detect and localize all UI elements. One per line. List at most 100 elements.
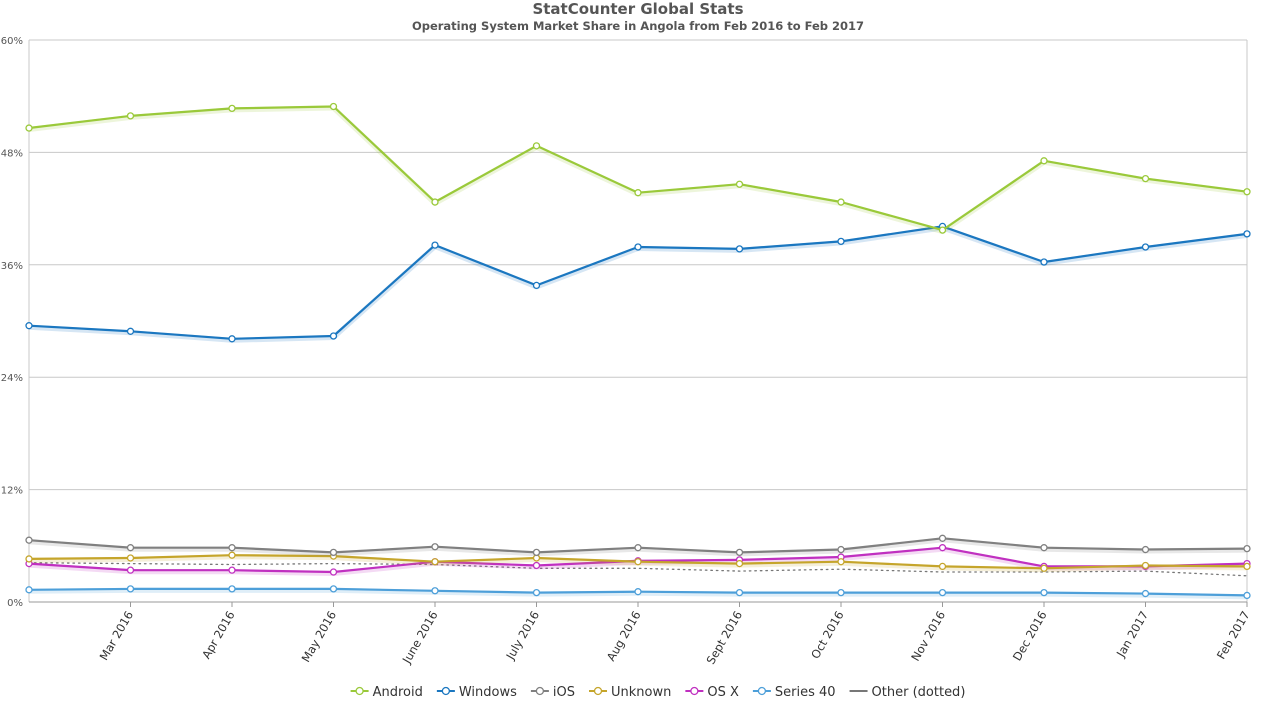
data-point-series-40	[938, 588, 947, 597]
legend-symbol-marker	[757, 686, 767, 696]
legend-label: iOS	[553, 685, 575, 700]
data-point-android	[1243, 188, 1251, 196]
legend-item-windows: Windows	[436, 685, 517, 700]
data-point-android	[126, 112, 135, 120]
data-point-windows	[228, 335, 236, 343]
data-point-windows	[634, 243, 642, 251]
x-tick-label: June 2016	[399, 609, 441, 667]
data-point-ios	[25, 536, 33, 544]
y-tick-label: 24%	[1, 373, 23, 384]
y-axis-ticks: 0% 12% 24% 36% 48% 60%	[1, 36, 23, 609]
legend-item-os-x: OS X	[685, 685, 739, 700]
data-point-windows	[431, 241, 439, 249]
data-point-windows	[532, 281, 541, 290]
data-point-android	[329, 102, 338, 111]
data-point-android	[228, 104, 236, 113]
y-tick-label: 48%	[1, 148, 23, 159]
series-ios	[25, 534, 1251, 557]
data-point-android	[1040, 157, 1048, 165]
data-point-unknown	[634, 558, 642, 566]
x-tick-label: July 2016	[503, 609, 542, 663]
x-tick-label: Feb 2017	[1214, 609, 1253, 662]
x-tick-label: Jan 2017	[1113, 609, 1151, 661]
x-axis-ticks: Mar 2016 Apr 2016 May 2016 June 2016 July 20…	[97, 602, 1253, 667]
data-point-os-x	[938, 544, 947, 552]
y-tick-label: 60%	[1, 36, 23, 47]
data-point-unknown	[938, 562, 947, 571]
series-line-windows	[28, 225, 1248, 340]
data-point-windows	[25, 322, 33, 330]
data-point-windows	[735, 245, 744, 253]
data-point-unknown	[1141, 561, 1150, 570]
data-point-ios	[532, 548, 541, 557]
data-point-os-x	[532, 561, 541, 570]
data-point-series-40	[532, 588, 541, 597]
series-line-other-dotted	[28, 562, 1248, 577]
series-layer	[25, 102, 1251, 600]
data-point-ios	[1141, 545, 1150, 554]
data-point-os-x	[228, 566, 236, 574]
data-point-series-40	[1141, 589, 1150, 598]
series-shadow-android	[28, 105, 1248, 235]
data-point-android	[634, 189, 642, 197]
data-point-ios	[938, 534, 947, 542]
legend-label: Series 40	[775, 685, 836, 700]
chart-title: StatCounter Global Stats	[532, 0, 743, 18]
x-tick-label: Sept 2016	[703, 609, 745, 667]
data-point-series-40	[1040, 588, 1048, 597]
legend-item-ios: iOS	[530, 685, 575, 700]
series-windows	[25, 222, 1251, 343]
x-tick-label: Oct 2016	[808, 609, 847, 662]
x-tick-label: Mar 2016	[97, 609, 136, 663]
legend-symbol-marker	[441, 686, 451, 696]
data-point-os-x	[329, 568, 338, 576]
data-point-ios	[634, 544, 642, 552]
legend-symbol-marker	[593, 686, 603, 696]
data-point-android	[735, 180, 744, 188]
y-tick-label: 0%	[7, 598, 23, 609]
series-other-dotted	[28, 562, 1248, 577]
data-point-unknown	[126, 554, 135, 562]
data-point-android	[25, 124, 33, 132]
series-android	[25, 102, 1251, 235]
data-point-unknown	[25, 555, 33, 563]
data-point-android	[532, 142, 541, 150]
x-tick-label: May 2016	[299, 609, 339, 665]
data-point-windows	[329, 332, 338, 340]
legend-symbol-marker	[690, 686, 699, 696]
data-point-ios	[228, 544, 236, 552]
series-unknown	[25, 551, 1251, 573]
data-point-unknown	[1243, 562, 1251, 571]
data-point-os-x	[126, 566, 135, 574]
data-point-unknown	[431, 558, 439, 566]
legend-item-android: Android	[350, 685, 423, 700]
data-point-series-40	[25, 586, 33, 594]
data-point-windows	[1141, 243, 1150, 251]
legend: Android Windows iOS Unknown OS X Series 40 Oth…	[350, 685, 965, 700]
data-point-ios	[126, 544, 135, 552]
data-point-ios	[431, 543, 439, 551]
data-point-ios	[1040, 544, 1048, 552]
data-point-ios	[735, 548, 744, 557]
data-point-series-40	[735, 588, 744, 597]
data-point-series-40	[126, 585, 135, 593]
data-point-windows	[126, 327, 135, 335]
data-point-series-40	[329, 585, 338, 593]
y-tick-label: 36%	[1, 261, 23, 272]
legend-symbol-marker	[535, 686, 545, 696]
data-point-ios	[1243, 544, 1251, 553]
data-point-ios	[837, 545, 845, 554]
x-tick-label: Apr 2016	[199, 609, 238, 662]
data-point-ios	[329, 548, 338, 557]
data-point-series-40	[837, 588, 845, 597]
data-point-android	[431, 198, 439, 206]
x-tick-label: Nov 2016	[908, 609, 948, 664]
legend-label: Windows	[459, 685, 517, 700]
data-point-unknown	[735, 559, 744, 568]
data-point-windows	[837, 237, 845, 246]
data-point-unknown	[228, 551, 236, 559]
legend-label: OS X	[707, 685, 739, 700]
data-point-windows	[1243, 230, 1251, 238]
x-tick-label: Aug 2016	[604, 609, 644, 664]
